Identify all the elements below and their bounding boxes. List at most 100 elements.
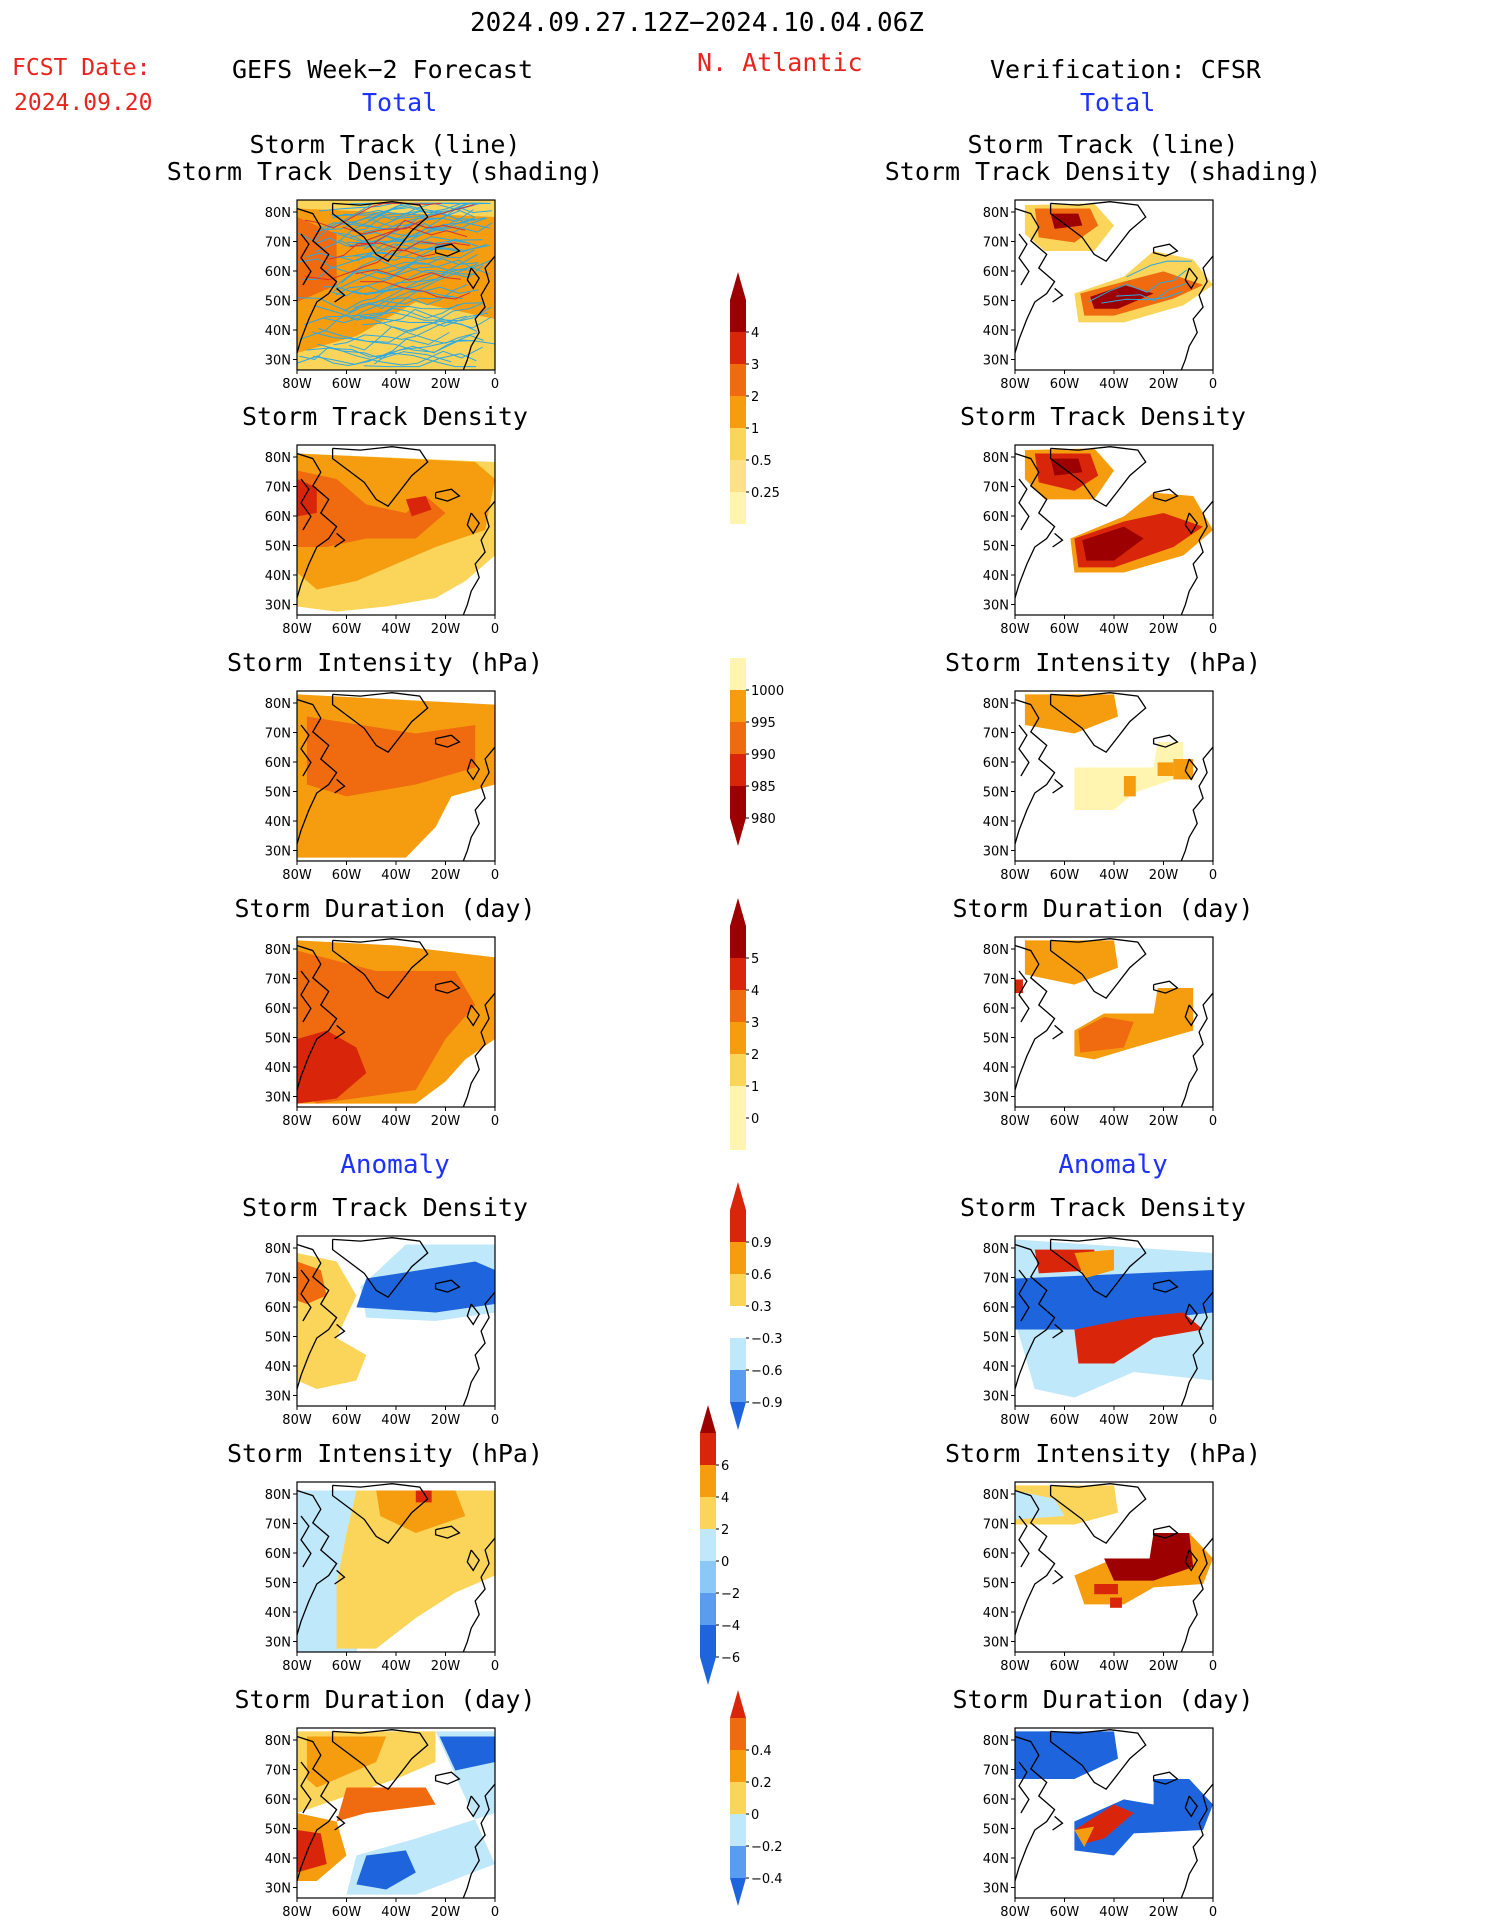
islands-coast: [300, 970, 312, 1023]
lat-label: 40N: [265, 324, 291, 339]
title-r7: Storm Duration (day): [952, 1685, 1254, 1714]
lon-label: 20W: [431, 1114, 461, 1129]
lon-label: 40W: [1099, 1659, 1129, 1674]
iceland-coast: [434, 1279, 461, 1293]
storm-track-line: [1088, 269, 1187, 303]
cb-duration-segment: [730, 990, 746, 1022]
cb-intensity-segment: [730, 690, 746, 722]
lon-label: 80W: [282, 1413, 312, 1428]
cb-anom-density-label: 0.6: [751, 1268, 772, 1283]
islands-coast: [300, 724, 312, 777]
lon-label: 0: [491, 1413, 499, 1428]
lon-label: 80W: [1000, 1114, 1030, 1129]
lon-label: 40W: [381, 1114, 411, 1129]
newfoundland-coast: [334, 1815, 346, 1831]
lat-label: 40N: [265, 569, 291, 584]
lon-label: 0: [491, 868, 499, 883]
britain-coast: [466, 267, 480, 290]
britain-coast: [466, 1549, 480, 1572]
lat-label: 30N: [265, 845, 291, 860]
anomaly-cell: [1110, 1597, 1122, 1608]
anomaly-shade: [297, 1261, 327, 1304]
lon-label: 20W: [1149, 622, 1179, 637]
lat-label: 40N: [983, 1360, 1009, 1375]
map-forecast-intensity-total: 80N 70N 60N 50N 40N 30N 80W 60W 40W 20W 0: [265, 690, 499, 883]
newfoundland-coast: [334, 1024, 346, 1040]
lon-label: 0: [1209, 1905, 1217, 1920]
storm-track-line: [335, 263, 478, 296]
total-left: Total: [362, 88, 438, 117]
america-coast: [1014, 1489, 1056, 1636]
storm-track-line: [359, 315, 478, 344]
lat-label: 30N: [983, 1882, 1009, 1897]
greenland-coast: [331, 446, 429, 508]
america-coast: [296, 452, 338, 599]
lat-label: 30N: [983, 599, 1009, 614]
lat-label: 80N: [265, 697, 291, 712]
lat-label: 50N: [265, 295, 291, 310]
america-coast: [296, 944, 338, 1091]
cb-intensity-arrow-bottom: [730, 818, 746, 846]
lon-label: 60W: [332, 1659, 362, 1674]
storm-track-line: [349, 219, 466, 248]
title-l4: Storm Duration (day): [234, 894, 536, 923]
coastline: [1014, 201, 1214, 371]
greenland-coast: [1049, 938, 1147, 1000]
newfoundland-coast: [1052, 1323, 1064, 1339]
anomaly-shade: [356, 1261, 495, 1313]
coastline: [1014, 1483, 1214, 1653]
cb-density-segment: [730, 396, 746, 428]
lat-label: 50N: [983, 295, 1009, 310]
lon-label: 0: [1209, 1659, 1217, 1674]
greenland-coast: [1049, 692, 1147, 754]
cb-anom-intensity-segment: [700, 1593, 716, 1625]
density-shade: [1050, 213, 1083, 229]
cb-duration-label: 5: [751, 952, 759, 967]
lon-label: 40W: [1099, 1905, 1129, 1920]
america-coast: [1014, 698, 1056, 845]
cb-anom-intensity-label: −4: [721, 1619, 740, 1634]
lon-label: 80W: [282, 868, 312, 883]
storm-track-line: [374, 334, 484, 365]
lat-label: 50N: [265, 1823, 291, 1838]
lon-label: 40W: [381, 1905, 411, 1920]
islands-coast: [300, 233, 312, 286]
lon-label: 80W: [1000, 1905, 1030, 1920]
britain-coast: [466, 1303, 480, 1326]
title-r4: Storm Duration (day): [952, 894, 1254, 923]
colorbar-anomaly-density: 0.9 0.6 0.3 −0.3 −0.6 −0.9: [730, 1182, 783, 1430]
cb-anom-duration-segment: [730, 1718, 746, 1750]
america-coast: [296, 1735, 338, 1882]
cb-anom-duration-label: 0.4: [751, 1744, 772, 1759]
storm-track-line: [357, 222, 493, 262]
cb-anom-density-label: 0.3: [751, 1300, 772, 1315]
anomaly-cell: [415, 1490, 432, 1503]
lon-label: 60W: [1050, 1114, 1080, 1129]
cb-density-segment: [730, 492, 746, 524]
lon-label: 40W: [381, 868, 411, 883]
newfoundland-coast: [1052, 1024, 1064, 1040]
lat-label: 80N: [983, 1242, 1009, 1257]
lon-label: 20W: [431, 1659, 461, 1674]
storm-track-line: [363, 353, 477, 368]
lat-label: 30N: [983, 1636, 1009, 1651]
america-coast: [1014, 1735, 1056, 1882]
iceland-coast: [1152, 1279, 1179, 1293]
lat-label: 30N: [265, 1091, 291, 1106]
europe-africa-coast: [1180, 1783, 1214, 1899]
cb-anom-duration-segment: [730, 1782, 746, 1814]
cb-anom-intensity-segment: [700, 1625, 716, 1657]
lat-label: 80N: [983, 943, 1009, 958]
lat-label: 60N: [983, 1547, 1009, 1562]
storm-track-line: [349, 303, 482, 351]
map-forecast-duration-total: 80N 70N 60N 50N 40N 30N 80W 60W 40W 20W 0: [265, 936, 499, 1129]
newfoundland-coast: [1052, 778, 1064, 794]
lat-label: 40N: [983, 1061, 1009, 1076]
lon-label: 40W: [1099, 377, 1129, 392]
lon-label: 20W: [431, 1413, 461, 1428]
cb-intensity-label: 985: [751, 780, 776, 795]
coastline: [1014, 1729, 1214, 1899]
lon-label: 80W: [1000, 1413, 1030, 1428]
cb-density-arrow-top: [730, 272, 746, 300]
lat-label: 30N: [983, 1091, 1009, 1106]
